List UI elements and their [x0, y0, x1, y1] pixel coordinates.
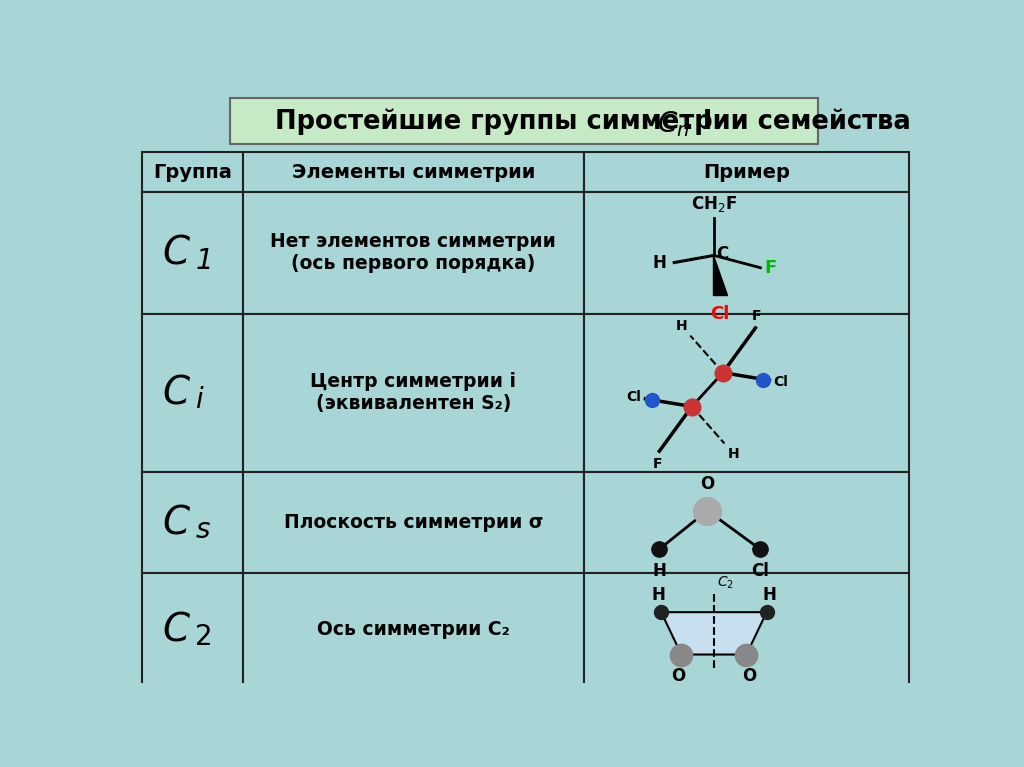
Text: $C_2$: $C_2$ [717, 574, 734, 591]
Text: . I: . I [684, 109, 713, 135]
Text: C: C [716, 245, 728, 263]
Bar [584, 193, 909, 314]
Text: Плоскость симметрии σ: Плоскость симметрии σ [284, 513, 543, 532]
Text: H: H [652, 562, 667, 580]
Text: $C_n$: $C_n$ [656, 110, 689, 140]
Text: s: s [196, 516, 210, 544]
Bar [584, 152, 909, 193]
Text: Ось симметрии C₂: Ось симметрии C₂ [316, 620, 510, 639]
Text: i: i [196, 387, 203, 414]
Text: Нет элементов симметрии
(ось первого порядка): Нет элементов симметрии (ось первого пор… [270, 232, 556, 274]
Text: 1: 1 [196, 247, 213, 275]
Bar [243, 314, 584, 472]
Bar [243, 152, 584, 193]
Bar [142, 314, 243, 472]
Bar [584, 314, 909, 472]
Bar [142, 472, 243, 573]
Text: $C$: $C$ [162, 234, 190, 272]
Bar [584, 472, 909, 573]
Bar [584, 573, 909, 685]
Polygon shape [662, 612, 767, 654]
Text: Cl: Cl [627, 390, 641, 404]
Text: H: H [727, 446, 739, 460]
Bar [243, 573, 584, 685]
Bar [230, 98, 818, 144]
Text: O: O [742, 667, 757, 685]
Text: Cl: Cl [773, 375, 788, 389]
Text: F: F [653, 457, 663, 472]
Text: 2: 2 [196, 623, 213, 651]
Text: Группа: Группа [153, 163, 231, 182]
Text: Элементы симметрии: Элементы симметрии [292, 163, 535, 182]
Text: Cl: Cl [711, 305, 730, 324]
Bar [142, 573, 243, 685]
Text: O: O [671, 667, 685, 685]
Text: Пример: Пример [703, 163, 790, 182]
Bar [243, 193, 584, 314]
Text: Центр симметрии i
(эквивалентен S₂): Центр симметрии i (эквивалентен S₂) [310, 372, 516, 413]
Text: CH$_2$F: CH$_2$F [691, 194, 737, 214]
Text: F: F [753, 309, 762, 324]
Text: $C$: $C$ [162, 610, 190, 648]
Text: H: H [652, 254, 667, 272]
Text: Простейшие группы симметрии семейства: Простейшие группы симметрии семейства [275, 109, 920, 135]
Text: Cl: Cl [752, 562, 769, 580]
Bar [142, 193, 243, 314]
Bar [243, 472, 584, 573]
Text: F: F [764, 258, 776, 277]
Polygon shape [713, 255, 727, 295]
Text: $C$: $C$ [162, 374, 190, 412]
Text: $C$: $C$ [162, 503, 190, 542]
Bar [142, 152, 243, 193]
Text: H: H [676, 318, 687, 333]
Text: O: O [700, 475, 715, 493]
Text: H: H [651, 586, 665, 604]
Text: H: H [763, 586, 776, 604]
